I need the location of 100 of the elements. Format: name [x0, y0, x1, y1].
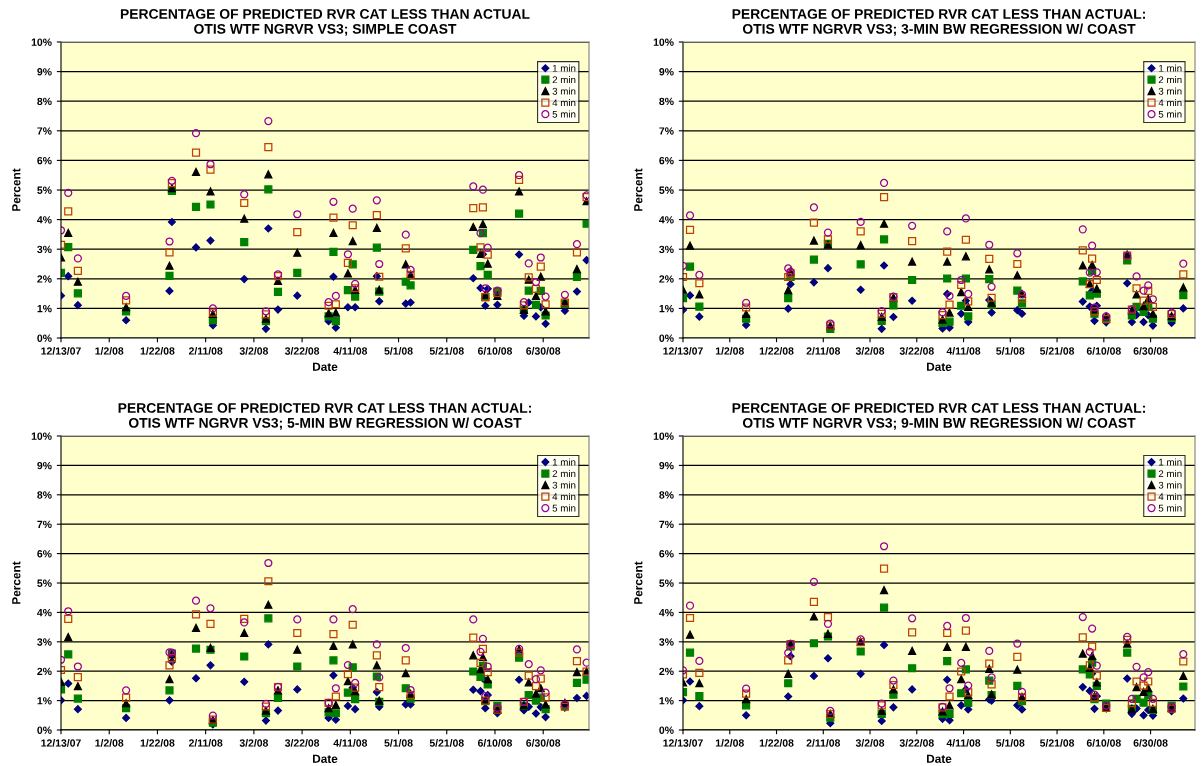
- legend-label: 5 min: [552, 110, 576, 118]
- x-tick-label: 4/11/08: [946, 347, 981, 355]
- legend-label: 3 min: [552, 87, 576, 95]
- y-axis-title: Percent: [12, 168, 21, 211]
- x-tick-label: 5/21/08: [429, 739, 464, 747]
- chart-title: PERCENTAGE OF PREDICTED RVR CAT LESS THAN ACTUAL: OTIS WTF NGRVR VS3; 9-MIN BW REGRESSION W/ COAST: [732, 403, 1145, 430]
- y-tick-label: 5%: [659, 579, 674, 587]
- y-tick-label: 7%: [37, 127, 52, 135]
- x-tick-label: 1/2/08: [95, 739, 124, 747]
- y-tick-label: 4%: [37, 216, 52, 224]
- x-tick-label: 3/2/08: [239, 739, 269, 747]
- legend-label: 3 min: [552, 481, 576, 489]
- x-tick-label: 12/13/07: [663, 739, 703, 747]
- y-tick-label: 1%: [659, 697, 674, 705]
- x-tick-label: 1/22/08: [140, 739, 175, 747]
- legend-label: 2 min: [1158, 469, 1182, 478]
- y-tick-label: 0%: [37, 334, 52, 342]
- y-tick-label: 1%: [37, 697, 52, 705]
- x-tick-label: 1/2/08: [715, 739, 744, 747]
- y-tick-label: 4%: [37, 608, 52, 617]
- y-tick-label: 10%: [31, 38, 52, 46]
- x-axis-title: Date: [927, 754, 952, 763]
- chart-title: PERCENTAGE OF PREDICTED RVR CAT LESS THAN ACTUAL: OTIS WTF NGRVR VS3; 5-MIN BW REGRESSION W/ COAST: [118, 403, 531, 430]
- y-tick-label: 10%: [31, 432, 52, 440]
- legend-label: 5 min: [1158, 504, 1182, 512]
- y-tick-label: 9%: [37, 461, 52, 470]
- x-axis-title: Date: [313, 754, 338, 763]
- x-tick-label: 1/2/08: [95, 347, 124, 355]
- x-tick-label: 5/1/08: [996, 739, 1025, 747]
- legend-label: 1 min: [1159, 64, 1182, 72]
- y-tick-label: 10%: [653, 432, 674, 440]
- x-tick-label: 2/11/08: [188, 739, 223, 747]
- x-tick-label: 3/22/08: [284, 347, 320, 355]
- x-tick-label: 3/2/08: [239, 347, 269, 355]
- y-tick-label: 6%: [659, 550, 674, 558]
- x-tick-label: 5/1/08: [384, 739, 413, 747]
- y-axis-title: Percent: [634, 168, 643, 211]
- x-tick-label: 4/11/08: [333, 739, 368, 747]
- legend-label: 5 min: [552, 504, 576, 512]
- y-tick-label: 4%: [659, 608, 674, 617]
- y-tick-label: 1%: [659, 304, 674, 313]
- x-tick-label: 3/22/08: [284, 739, 320, 747]
- chart-title: PERCENTAGE OF PREDICTED RVR CAT LESS THAN ACTUAL OTIS WTF NGRVR VS3; SIMPLE COAST: [120, 9, 530, 36]
- y-tick-label: 6%: [37, 550, 52, 558]
- x-tick-label: 4/11/08: [946, 739, 981, 747]
- x-tick-label: 4/11/08: [333, 347, 368, 355]
- y-tick-label: 5%: [37, 579, 52, 587]
- x-tick-label: 2/11/08: [188, 347, 223, 355]
- y-tick-label: 9%: [659, 461, 674, 470]
- x-tick-label: 6/30/08: [526, 347, 561, 355]
- x-tick-label: 6/30/08: [526, 739, 561, 747]
- x-tick-label: 5/21/08: [429, 347, 464, 355]
- y-tick-label: 9%: [37, 68, 52, 76]
- legend-label: 1 min: [552, 64, 576, 72]
- y-axis-title: Percent: [12, 561, 21, 604]
- x-tick-label: 6/30/08: [1133, 347, 1168, 355]
- x-tick-label: 1/2/08: [715, 347, 744, 355]
- legend-label: 4 min: [1158, 99, 1182, 107]
- y-tick-label: 2%: [37, 275, 52, 283]
- legend-label: 4 min: [552, 99, 576, 107]
- legend-label: 4 min: [1158, 492, 1182, 500]
- y-tick-label: 1%: [37, 304, 52, 313]
- legend-label: 3 min: [1158, 481, 1182, 489]
- y-tick-label: 2%: [659, 275, 674, 283]
- y-tick-label: 2%: [659, 667, 674, 676]
- x-tick-label: 6/30/08: [1133, 739, 1168, 747]
- legend-label: 3 min: [1158, 87, 1182, 95]
- y-tick-label: 6%: [659, 156, 674, 165]
- x-tick-label: 1/22/08: [140, 347, 175, 355]
- x-axis-title: Date: [927, 362, 952, 371]
- y-tick-label: 8%: [659, 491, 674, 499]
- x-tick-label: 3/2/08: [855, 739, 885, 747]
- x-tick-label: 2/11/08: [806, 347, 841, 355]
- legend-label: 2 min: [552, 76, 576, 84]
- x-tick-label: 5/1/08: [384, 347, 413, 355]
- legend-label: 2 min: [552, 469, 576, 478]
- x-tick-label: 5/1/08: [996, 347, 1025, 355]
- chart-title: PERCENTAGE OF PREDICTED RVR CAT LESS THAN ACTUAL: OTIS WTF NGRVR VS3; 3-MIN BW REGRESSION W/ COAST: [732, 9, 1145, 36]
- y-tick-label: 8%: [37, 491, 52, 499]
- y-tick-label: 5%: [659, 186, 674, 194]
- x-tick-label: 6/10/08: [477, 347, 513, 355]
- x-tick-label: 3/22/08: [899, 347, 934, 355]
- legend-label: 1 min: [552, 458, 576, 466]
- y-tick-label: 0%: [37, 726, 52, 734]
- x-tick-label: 12/13/07: [663, 347, 703, 355]
- y-tick-label: 8%: [659, 97, 674, 106]
- legend-label: 5 min: [1158, 110, 1182, 118]
- y-tick-label: 10%: [653, 38, 674, 46]
- x-tick-label: 6/10/08: [1086, 739, 1121, 747]
- y-tick-label: 5%: [37, 186, 52, 194]
- y-tick-label: 7%: [659, 127, 674, 135]
- y-tick-label: 3%: [37, 245, 52, 254]
- y-axis-title: Percent: [634, 561, 643, 604]
- y-tick-label: 8%: [37, 97, 52, 106]
- y-tick-label: 3%: [37, 638, 52, 646]
- x-tick-label: 1/22/08: [759, 347, 794, 355]
- y-tick-label: 3%: [659, 638, 674, 646]
- x-tick-label: 3/2/08: [855, 347, 885, 355]
- x-tick-label: 5/21/08: [1040, 739, 1075, 747]
- x-axis-title: Date: [313, 362, 338, 371]
